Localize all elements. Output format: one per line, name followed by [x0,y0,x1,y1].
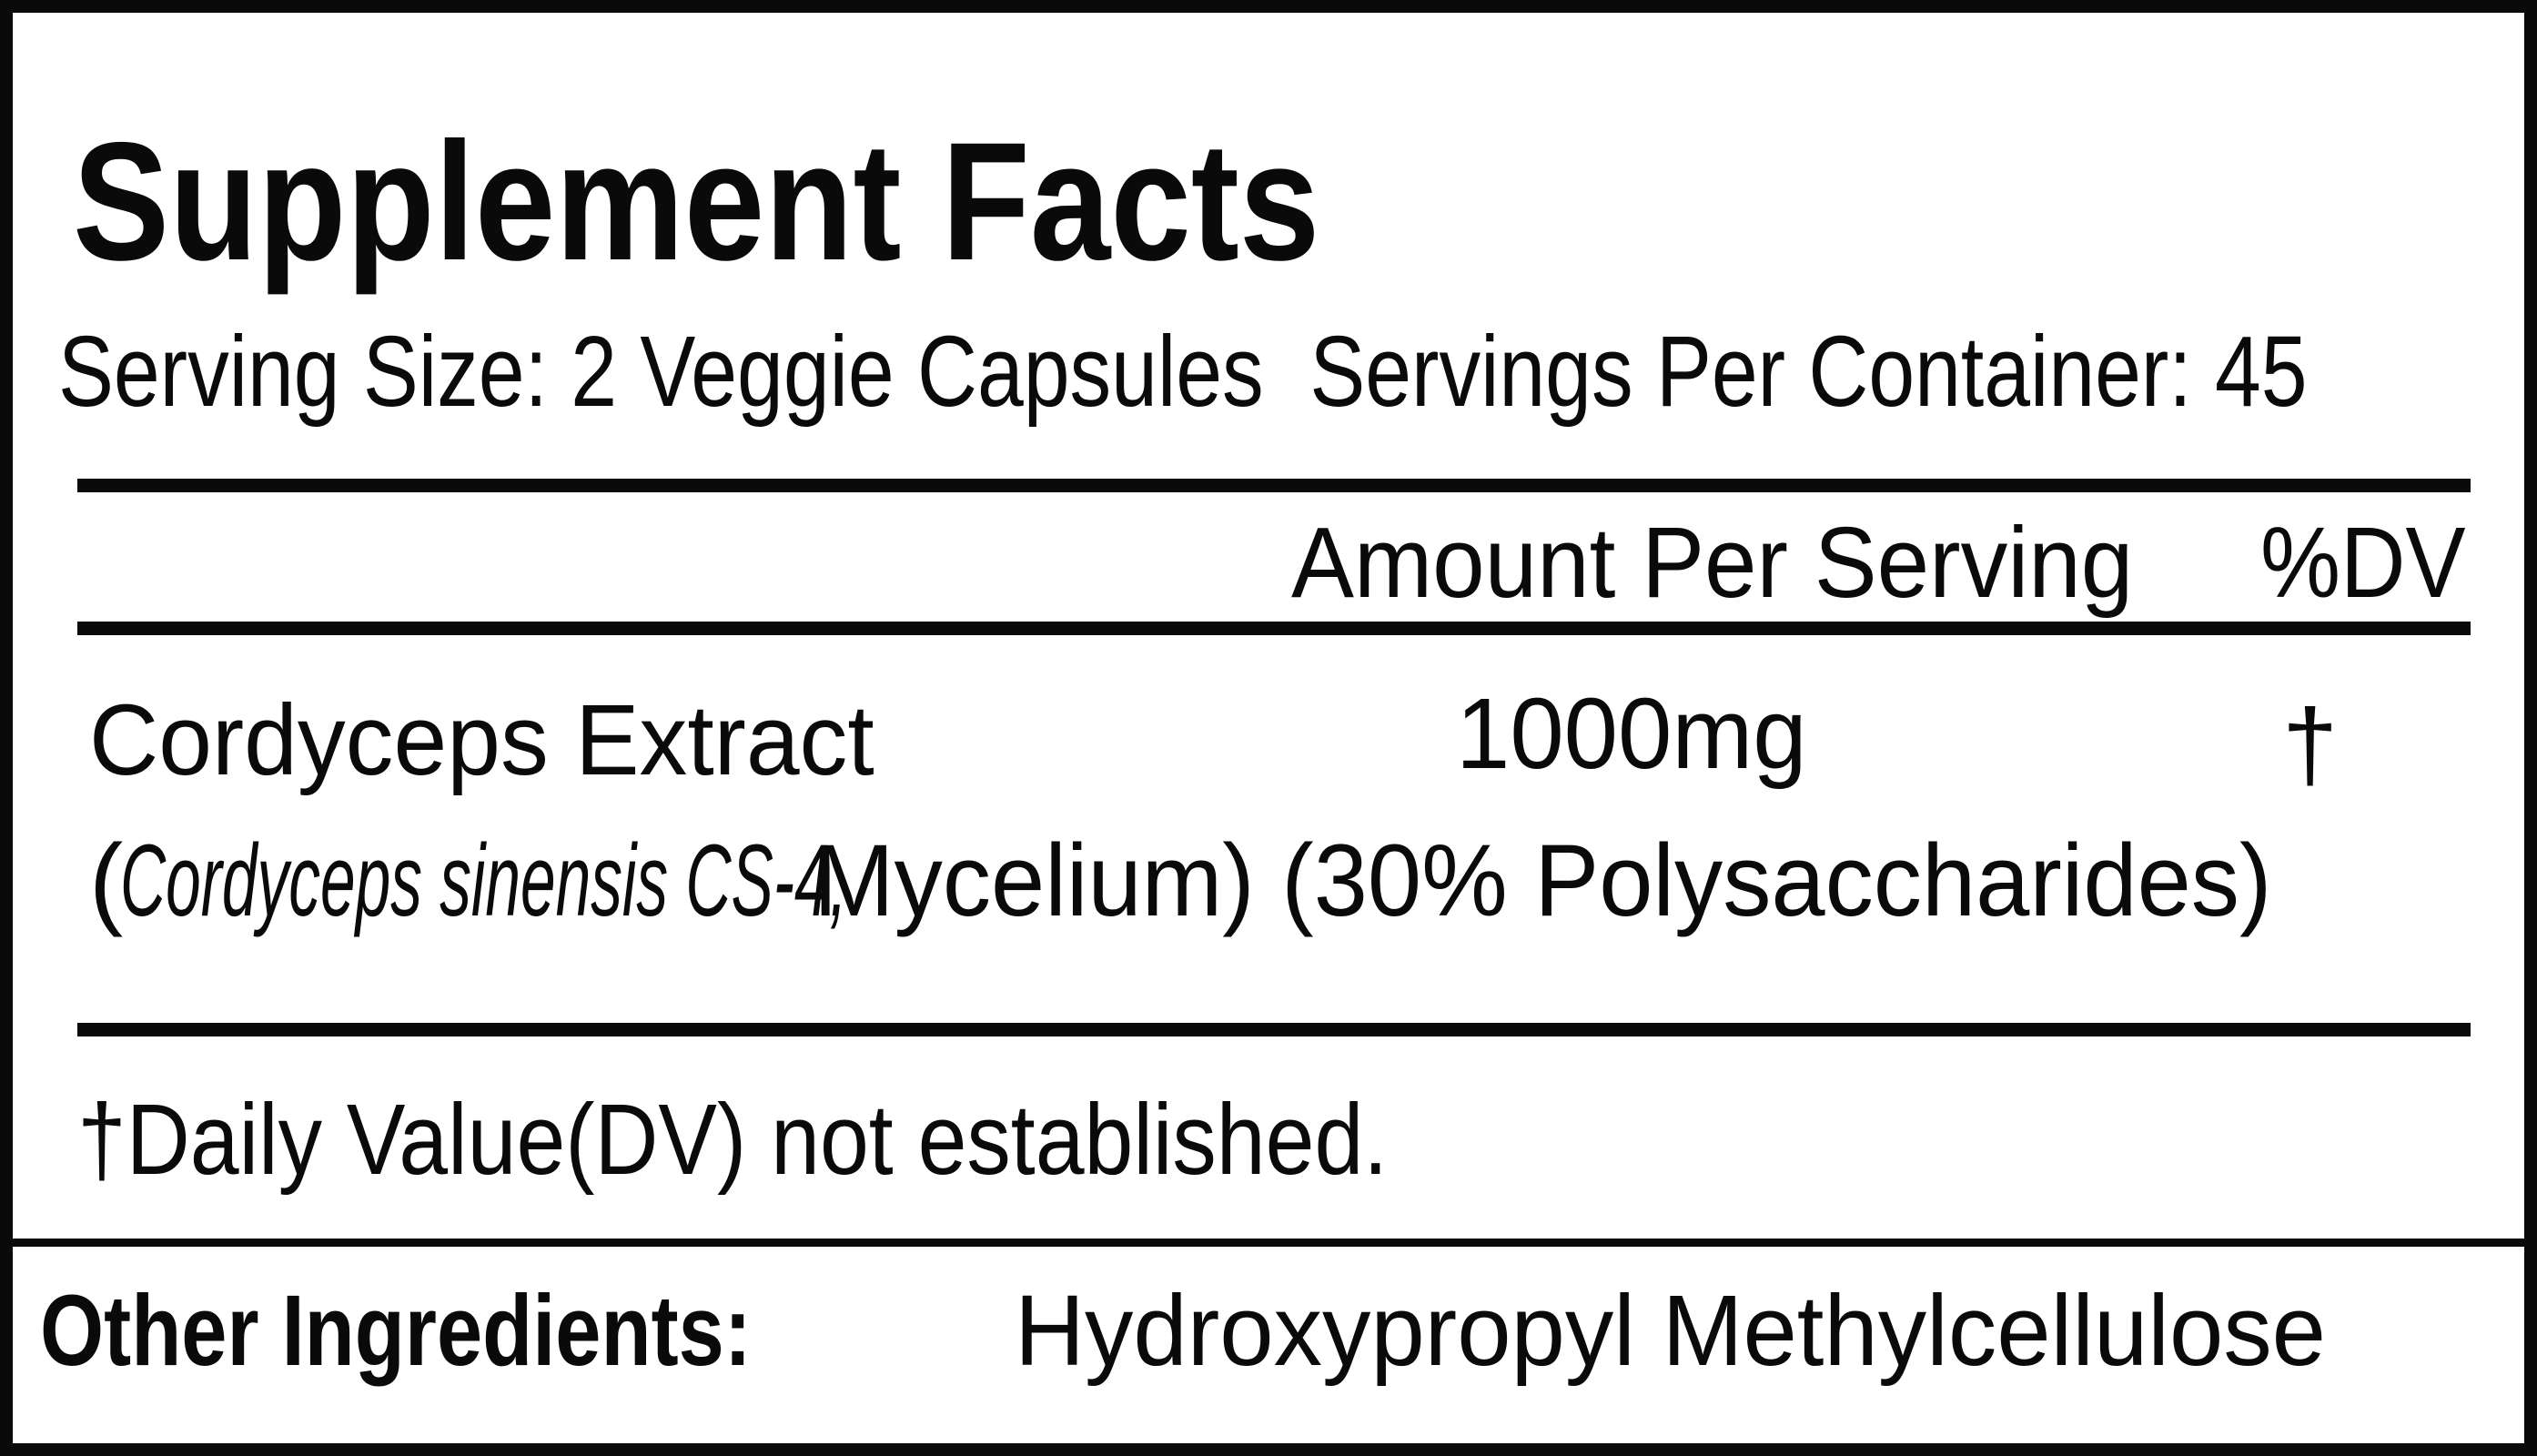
other-ingredients-label: Other Ingredients: [40,1275,752,1387]
divider-bottom [77,1023,2471,1036]
section-separator [0,1239,2537,1247]
divider-top [77,479,2471,492]
amount-per-serving-header: Amount Per Serving [1291,507,2134,619]
footnote: †Daily Value(DV) not established. [77,1084,1389,1196]
other-ingredients-value: Hydroxypropyl Methylcellulose [1015,1275,2327,1387]
ingredient-detail: Mycelium) (30% Polysaccharides) [814,824,2272,937]
species-italic: Cordyceps sinensis CS-4, [120,824,847,937]
ingredient-dv: † [2282,689,2339,801]
ingredient-name: Cordyceps Extract [89,684,874,796]
ingredient-amount: 1000mg [1456,678,1807,790]
ingredient-detail-open: ( [89,824,124,937]
serving-info: Serving Size: 2 Veggie Capsules Servings… [58,316,2308,428]
ingredient-species: Cordyceps sinensis CS-4, [120,830,1293,932]
dv-header: %DV [2260,507,2466,619]
divider-header [77,622,2471,635]
title: Supplement Facts [73,108,1320,296]
